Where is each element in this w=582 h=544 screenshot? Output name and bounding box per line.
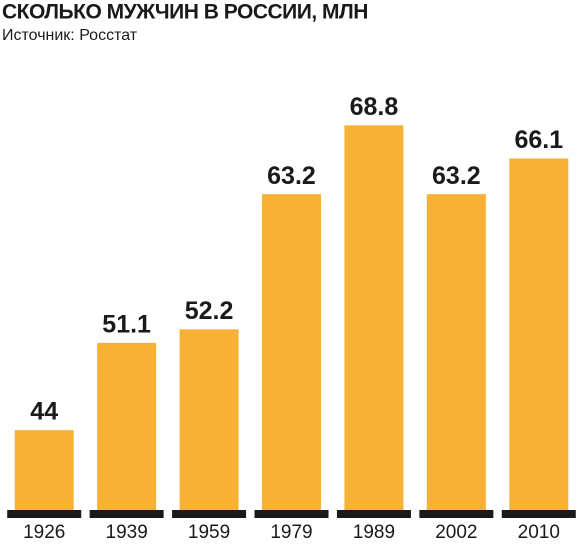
bar bbox=[262, 194, 321, 510]
value-label: 63.2 bbox=[432, 162, 481, 190]
chart-subtitle: Источник: Росстат bbox=[2, 27, 138, 44]
axis-segment bbox=[7, 510, 82, 518]
axis-segment bbox=[89, 510, 164, 518]
axis-segment bbox=[172, 510, 247, 518]
axis-segment bbox=[336, 510, 411, 518]
axis-segment bbox=[501, 510, 576, 518]
bar bbox=[14, 430, 74, 510]
value-label: 68.8 bbox=[350, 93, 399, 121]
value-label: 51.1 bbox=[102, 310, 151, 338]
axis-segment bbox=[254, 510, 329, 518]
x-tick-label: 1989 bbox=[353, 522, 395, 543]
bar bbox=[344, 125, 404, 510]
value-label: 66.1 bbox=[514, 126, 563, 154]
x-tick-label: 1926 bbox=[23, 522, 65, 543]
chart-title: СКОЛЬКО МУЖЧИН В РОССИИ, МЛН bbox=[2, 1, 368, 24]
bar bbox=[426, 194, 486, 510]
bar bbox=[509, 158, 569, 511]
bar bbox=[97, 342, 157, 510]
x-tick-label: 2010 bbox=[518, 522, 560, 543]
x-tick-label: 1959 bbox=[188, 522, 230, 543]
axis-segment bbox=[419, 510, 494, 518]
value-label: 63.2 bbox=[267, 162, 316, 190]
x-tick-label: 1979 bbox=[270, 522, 312, 543]
value-label: 52.2 bbox=[185, 297, 234, 325]
value-label: 44 bbox=[30, 398, 58, 426]
x-tick-label: 2002 bbox=[435, 522, 477, 543]
bar bbox=[179, 329, 239, 510]
x-tick-label: 1939 bbox=[106, 522, 148, 543]
